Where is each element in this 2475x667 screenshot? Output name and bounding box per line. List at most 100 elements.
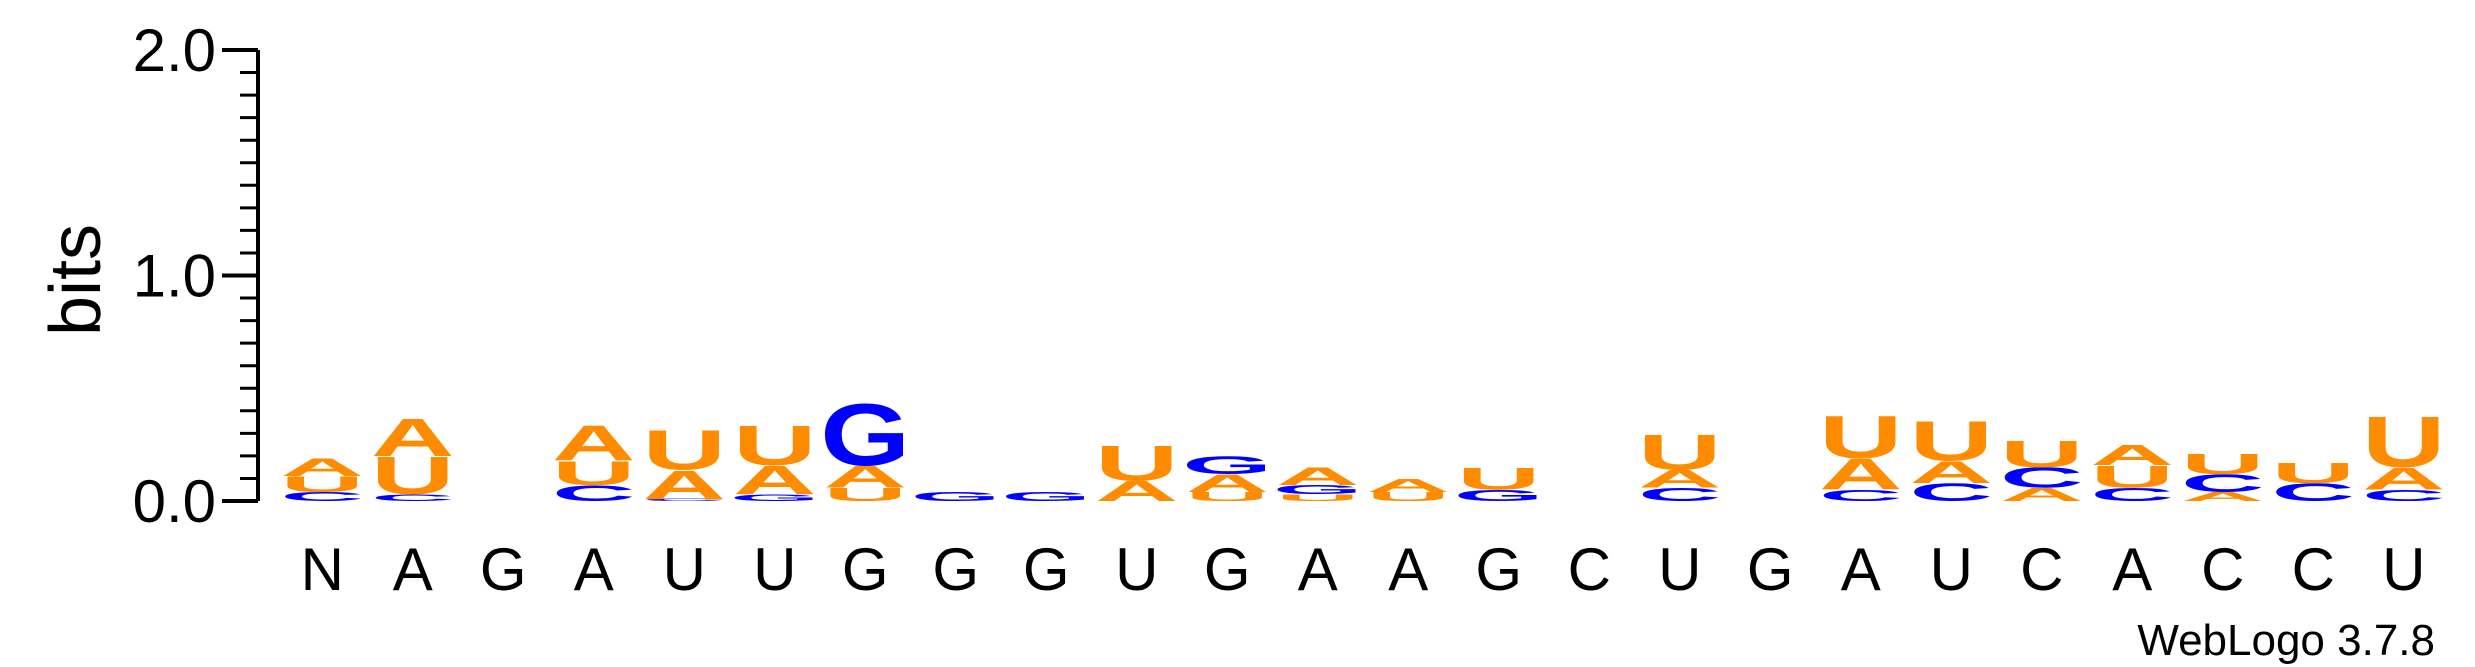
logo-letter: C bbox=[2000, 462, 2084, 494]
position-label: N bbox=[301, 536, 344, 603]
position-label: C bbox=[2020, 536, 2063, 603]
position-label: A bbox=[2112, 536, 2152, 603]
position-label: G bbox=[1023, 536, 1070, 603]
logo-letter: U bbox=[1366, 490, 1450, 504]
logo-letter: G bbox=[820, 385, 910, 484]
logo-letter: A bbox=[1909, 454, 1993, 489]
position-label: A bbox=[1841, 536, 1881, 603]
logo-letter: C bbox=[1909, 478, 1993, 506]
logo-letter: U bbox=[823, 484, 907, 505]
logo-letter: A bbox=[371, 408, 455, 468]
logo-letter: U bbox=[1819, 404, 1903, 471]
position-stack: UA bbox=[1366, 475, 1450, 504]
logo-letter: U bbox=[2090, 459, 2174, 494]
position-label: C bbox=[2292, 536, 2335, 603]
y-axis: 0.0 1.0 2.0 bbox=[133, 17, 260, 535]
logo-letter: C bbox=[552, 481, 636, 506]
logo-letter: A bbox=[2090, 439, 2174, 471]
position-stack: UAG bbox=[820, 385, 910, 505]
weblogo-credit: WebLogo 3.7.8 bbox=[2137, 616, 2435, 665]
logo-letter: U bbox=[1185, 490, 1269, 504]
logo-letter: A bbox=[2362, 461, 2446, 496]
position-label: U bbox=[753, 536, 796, 603]
logo-letter: U bbox=[1457, 461, 1541, 496]
logo-letter: C bbox=[2090, 484, 2174, 505]
position-stack: CUA bbox=[371, 408, 455, 506]
position-stack: CUA bbox=[552, 415, 636, 506]
position-label: U bbox=[663, 536, 706, 603]
position-stack: CAU bbox=[1909, 410, 1993, 506]
y-tick-label: 2.0 bbox=[133, 17, 216, 84]
logo-letter: A bbox=[1185, 469, 1269, 497]
position-label: U bbox=[1930, 536, 1973, 603]
logo-letter: G bbox=[1273, 483, 1363, 497]
logo-letter: U bbox=[2000, 433, 2084, 475]
logo-letter: C bbox=[1819, 487, 1903, 505]
position-label: G bbox=[932, 536, 979, 603]
position-label: U bbox=[1658, 536, 1701, 603]
logo-letter: C bbox=[2271, 478, 2355, 506]
logo-letter: A bbox=[642, 462, 726, 508]
position-stack: GU bbox=[1454, 461, 1544, 504]
logo-letter: G bbox=[1454, 487, 1544, 505]
logo-letter: A bbox=[1276, 462, 1360, 490]
logo-letter: U bbox=[1638, 424, 1722, 480]
position-stack: ACU bbox=[2181, 448, 2265, 503]
logo-letter: C bbox=[2181, 469, 2265, 497]
position-label: A bbox=[393, 536, 433, 603]
logo-letter: G bbox=[911, 490, 1001, 504]
position-label: A bbox=[1388, 536, 1428, 603]
position-label: A bbox=[1298, 536, 1338, 603]
logo-letter: A bbox=[1366, 475, 1450, 496]
logo-letter: U bbox=[552, 454, 636, 493]
logo-letter: G bbox=[1001, 490, 1091, 504]
logo-letter: A bbox=[280, 453, 364, 481]
logo-letter: C bbox=[371, 493, 455, 503]
position-stack: CU bbox=[2271, 457, 2355, 506]
position-label: G bbox=[1747, 536, 1794, 603]
logo-letter: A bbox=[2000, 484, 2084, 505]
logo-letter: A bbox=[1819, 450, 1903, 499]
position-stack: CAU bbox=[642, 419, 726, 508]
position-stack: UAG bbox=[1182, 451, 1272, 504]
logo-letter: U bbox=[733, 414, 817, 477]
position-stack: CAU bbox=[1638, 424, 1722, 505]
logo-letter: U bbox=[2271, 457, 2355, 489]
position-stack: AU bbox=[1095, 435, 1179, 507]
y-tick-label: 1.0 bbox=[133, 243, 216, 310]
position-label: G bbox=[1204, 536, 1251, 603]
position-stack: G bbox=[911, 490, 1001, 504]
position-stack: CAU bbox=[1819, 404, 1903, 504]
logo-letter: A bbox=[1638, 465, 1722, 493]
y-tick-label: 0.0 bbox=[133, 468, 216, 535]
logo-letter: U bbox=[1276, 493, 1360, 503]
logo-letter: G bbox=[1182, 451, 1272, 479]
logo-letter: C bbox=[642, 498, 726, 502]
logo-letter: U bbox=[1095, 435, 1179, 491]
logo-letter: A bbox=[733, 457, 817, 503]
position-label: U bbox=[2382, 536, 2425, 603]
position-label: C bbox=[2201, 536, 2244, 603]
logo-letter: A bbox=[823, 459, 907, 494]
position-stack: GAU bbox=[730, 414, 820, 503]
position-label: C bbox=[1568, 536, 1611, 603]
position-stack: CUA bbox=[280, 453, 364, 503]
logo-letter: A bbox=[552, 415, 636, 471]
y-axis-label: bits bbox=[36, 224, 116, 336]
position-label: A bbox=[574, 536, 614, 603]
position-label: G bbox=[1475, 536, 1522, 603]
position-label: U bbox=[1115, 536, 1158, 603]
logo-letter: U bbox=[642, 419, 726, 482]
position-stack: UGA bbox=[1273, 462, 1363, 503]
logo-letter: U bbox=[1909, 410, 1993, 473]
logo-letter: G bbox=[730, 493, 820, 503]
position-label: G bbox=[842, 536, 889, 603]
logo-letter: A bbox=[1095, 475, 1179, 507]
logo-letter: U bbox=[2362, 403, 2446, 483]
logo-letter: C bbox=[2362, 487, 2446, 505]
position-stack: CAU bbox=[2362, 403, 2446, 505]
position-label: G bbox=[480, 536, 527, 603]
